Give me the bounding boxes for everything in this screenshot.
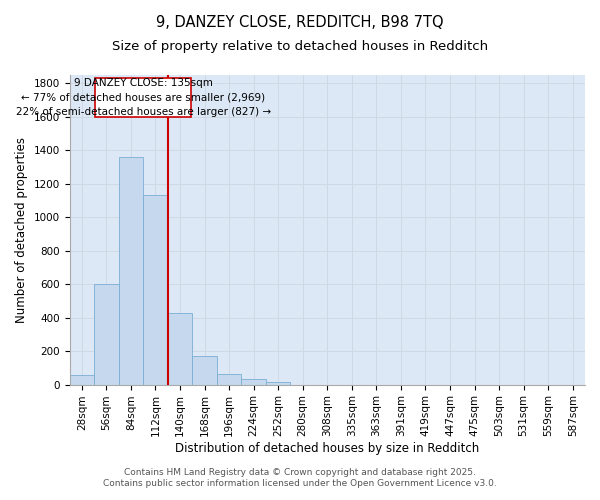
Bar <box>119 157 143 384</box>
Bar <box>241 378 266 384</box>
X-axis label: Distribution of detached houses by size in Redditch: Distribution of detached houses by size … <box>175 442 479 455</box>
Bar <box>143 196 168 384</box>
Y-axis label: Number of detached properties: Number of detached properties <box>15 137 28 323</box>
Bar <box>192 356 217 384</box>
Bar <box>217 374 241 384</box>
Bar <box>70 376 94 384</box>
Bar <box>95 78 191 117</box>
Text: 9 DANZEY CLOSE: 135sqm
← 77% of detached houses are smaller (2,969)
22% of semi-: 9 DANZEY CLOSE: 135sqm ← 77% of detached… <box>16 78 271 118</box>
Text: Contains HM Land Registry data © Crown copyright and database right 2025.
Contai: Contains HM Land Registry data © Crown c… <box>103 468 497 487</box>
Bar <box>168 312 192 384</box>
Text: Size of property relative to detached houses in Redditch: Size of property relative to detached ho… <box>112 40 488 53</box>
Text: 9, DANZEY CLOSE, REDDITCH, B98 7TQ: 9, DANZEY CLOSE, REDDITCH, B98 7TQ <box>156 15 444 30</box>
Bar <box>266 382 290 384</box>
Bar <box>94 284 119 384</box>
